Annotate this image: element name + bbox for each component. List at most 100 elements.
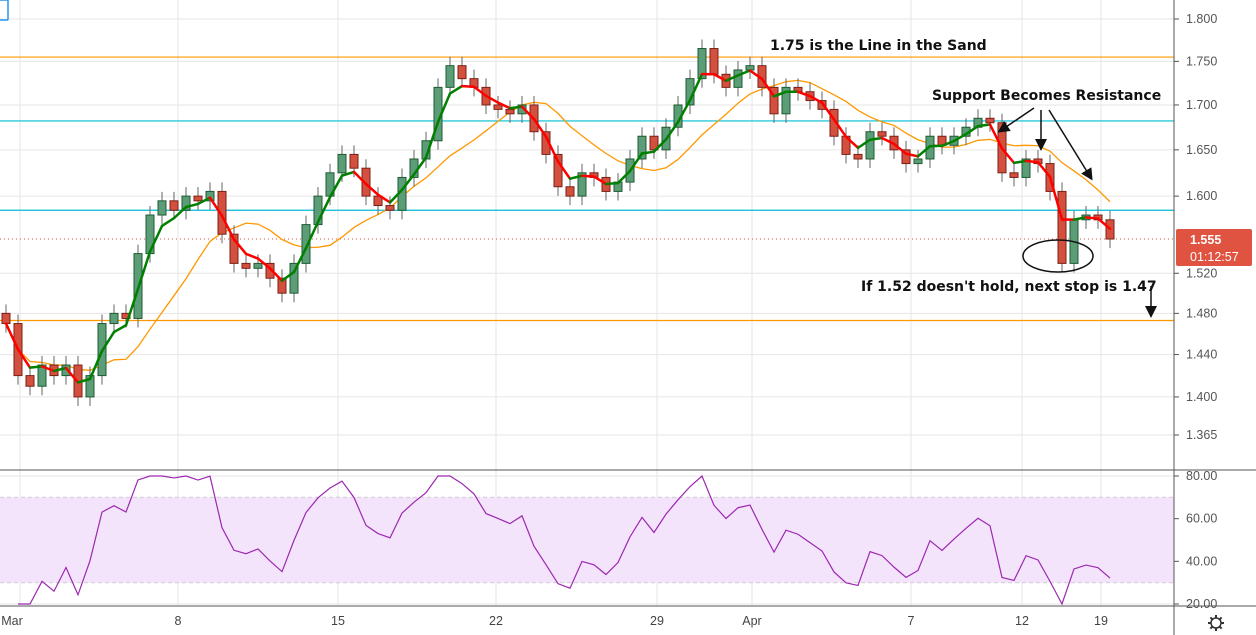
fast-ma-segment [856,138,872,150]
fast-ma-segment [388,188,404,204]
fast-ma-segment [988,123,1004,150]
candle-down [817,100,827,110]
candle-up [289,262,299,294]
fast-ma-segment [520,105,536,121]
fast-ma-segment [100,330,116,353]
fast-ma-segment [64,366,80,384]
fast-ma-segment [28,365,44,369]
time-tick-label: 12 [1015,614,1029,628]
fast-ma-segment [892,142,908,155]
time-tick-label: Mar [1,614,23,628]
fast-ma-segment [1000,147,1016,165]
price-tick-label: 1.440 [1186,348,1217,362]
fast-ma-segment [280,270,296,282]
fast-ma-segment [688,72,704,102]
fast-ma-segment [940,139,956,148]
fast-ma-segment [160,216,176,228]
candle-up [85,375,95,398]
fast-ma-segment [208,196,224,218]
annotation-line-in-sand[interactable]: 1.75 is the Line in the Sand [770,38,987,54]
price-tick-label: 1.600 [1186,189,1217,203]
time-axis[interactable]: Mar 8 15 22 29 Apr 7 12 19 [1,614,1108,628]
rsi-tick-label: 60.00 [1186,512,1217,526]
fast-ma-segment [676,98,692,124]
fast-ma-segment [1036,161,1052,179]
candle-down [877,131,887,137]
fast-ma-segment [304,220,320,250]
price-axis[interactable]: 1.800 1.750 1.700 1.650 1.600 1.520 1.480 1.440… [1174,12,1217,442]
fast-ma-segment [16,348,32,369]
fast-ma-segment [832,118,848,139]
fast-ma-segment [976,123,992,128]
rsi-band [0,497,1174,583]
fast-ma-segment [1096,217,1112,231]
rsi-axis[interactable]: 80.00 60.00 40.00 20.00 [1174,469,1217,611]
arrow-icon [1048,109,1093,181]
time-tick-label: 15 [331,614,345,628]
fast-moving-average [4,69,1112,384]
last-price-value: 1.555 [1190,233,1221,247]
fast-ma-segment [364,182,380,196]
fast-ma-segment [604,181,620,186]
fast-ma-segment [916,145,932,158]
candle-up [637,135,647,160]
annotations[interactable]: 1.75 is the Line in the Sand Support Bec… [770,38,1161,318]
candle-up [205,190,215,202]
fast-ma-segment [952,132,968,143]
fast-ma-segment [844,135,860,150]
candle-down [193,195,203,202]
price-tick-label: 1.800 [1186,12,1217,26]
candle-up [181,195,191,211]
fast-ma-segment [556,160,572,180]
fast-ma-segment [88,349,104,381]
annotation-support-resistance[interactable]: Support Becomes Resistance [932,88,1161,104]
candle-up [301,224,311,264]
fast-ma-segment [964,124,980,136]
time-tick-label: 8 [175,614,182,628]
fast-ma-segment [40,365,56,373]
candle-down [1,312,11,325]
candle-up [1021,158,1031,178]
time-tick-label: 7 [908,614,915,628]
annotation-next-stop[interactable]: If 1.52 doesn't hold, next stop is 1.47 [861,279,1157,295]
fast-ma-segment [484,94,500,104]
rsi-polyline [18,474,1111,606]
fast-ma-segment [424,120,440,159]
price-tick-label: 1.700 [1186,98,1217,112]
candle-up [577,172,587,197]
fast-ma-segment [580,174,596,178]
time-tick-label: 19 [1094,614,1108,628]
fast-ma-segment [4,322,20,351]
fast-ma-segment [616,169,632,185]
candle-down [25,375,35,387]
fast-ma-segment [124,287,140,327]
rsi-line [18,474,1111,606]
drawing-handle[interactable] [0,0,9,21]
candle-up [865,131,875,160]
fast-ma-segment [760,77,776,98]
fast-ma-segment [868,136,884,142]
fast-ma-segment [1024,159,1040,164]
fast-ma-segment [1012,159,1028,165]
rsi-tick-label: 40.00 [1186,554,1217,568]
slow-ma-line [5,79,1111,371]
fast-ma-segment [904,152,920,158]
rsi-tick-label: 80.00 [1186,469,1217,483]
candle-down [361,167,371,197]
fast-ma-segment [52,366,68,373]
fast-ma-segment [1048,175,1064,221]
fast-ma-segment [652,138,668,153]
fast-ma-segment [460,84,476,88]
fast-ma-segment [664,120,680,141]
price-tick-label: 1.400 [1186,390,1217,404]
gear-icon[interactable] [1208,615,1224,631]
candle-down [229,233,239,264]
fast-ma-segment [376,193,392,204]
fast-ma-segment [592,175,608,186]
fast-ma-segment [448,84,464,95]
price-tick-label: 1.520 [1186,266,1217,280]
rsi-tick-label: 20.00 [1186,597,1217,611]
candle-down [241,262,251,269]
candle-up [913,158,923,165]
